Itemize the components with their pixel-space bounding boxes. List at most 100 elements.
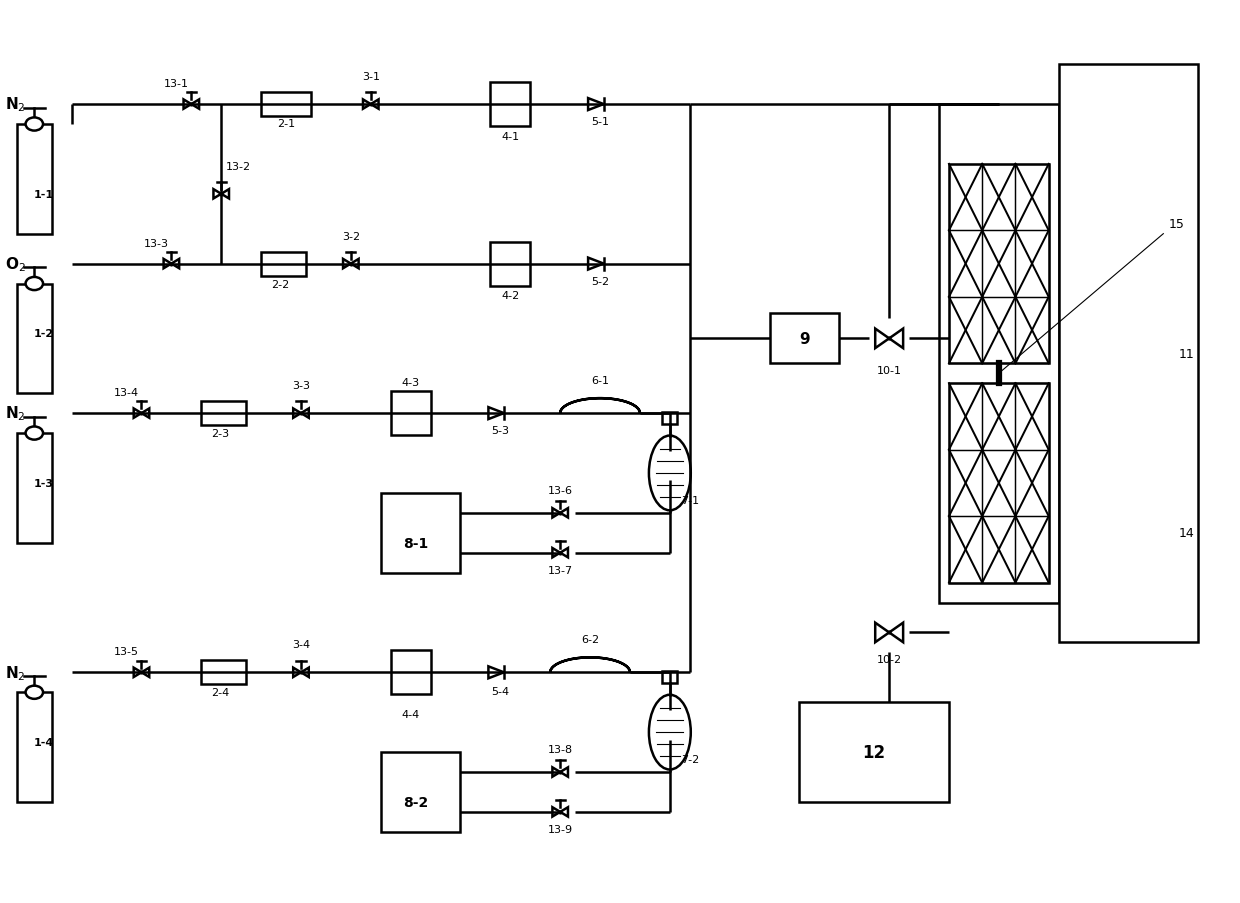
Text: 4-4: 4-4 [402, 710, 420, 720]
Bar [949, 451, 982, 517]
Text: 13-2: 13-2 [226, 162, 252, 172]
Text: 13-1: 13-1 [164, 79, 188, 89]
Ellipse shape [26, 118, 43, 132]
Text: 3-4: 3-4 [291, 639, 310, 649]
Text: 7-1: 7-1 [681, 495, 699, 506]
Bar [1016, 451, 1049, 517]
Bar [982, 231, 1016, 297]
Text: 13-9: 13-9 [548, 824, 573, 833]
Bar [982, 297, 1016, 364]
Polygon shape [588, 258, 604, 270]
Text: 7-2: 7-2 [681, 754, 699, 764]
Polygon shape [875, 623, 889, 643]
Text: 1-1: 1-1 [33, 190, 53, 200]
Bar [982, 451, 1016, 517]
Bar [17, 693, 52, 802]
Polygon shape [141, 409, 149, 418]
Polygon shape [134, 409, 141, 418]
Text: 5-1: 5-1 [591, 116, 609, 126]
Polygon shape [363, 100, 371, 109]
Polygon shape [560, 548, 568, 558]
Text: 10-2: 10-2 [877, 655, 901, 665]
Text: 13-8: 13-8 [548, 744, 573, 754]
Text: N$_2$: N$_2$ [5, 663, 26, 682]
Ellipse shape [26, 427, 43, 440]
Text: 13-3: 13-3 [144, 238, 169, 248]
Polygon shape [588, 99, 604, 111]
Bar [982, 384, 1016, 451]
Bar [201, 402, 247, 425]
Bar [949, 164, 982, 231]
Ellipse shape [26, 277, 43, 291]
Bar [800, 703, 949, 802]
Text: 3-3: 3-3 [291, 381, 310, 391]
Text: 13-6: 13-6 [548, 485, 573, 496]
Polygon shape [221, 190, 229, 200]
Bar [770, 314, 839, 364]
Polygon shape [164, 260, 171, 269]
Text: 4-2: 4-2 [501, 291, 520, 301]
Text: 2-4: 2-4 [211, 687, 229, 697]
Polygon shape [552, 768, 560, 777]
Text: 5-3: 5-3 [491, 425, 510, 435]
Bar [662, 671, 677, 683]
Polygon shape [293, 409, 301, 418]
Polygon shape [560, 807, 568, 816]
Polygon shape [552, 548, 560, 558]
Text: 13-5: 13-5 [114, 647, 139, 656]
Text: O$_2$: O$_2$ [5, 255, 26, 274]
Bar [17, 125, 52, 235]
Bar [949, 164, 1049, 364]
Bar [1016, 384, 1049, 451]
Bar [949, 297, 982, 364]
Bar [1016, 297, 1049, 364]
Text: 3-2: 3-2 [342, 231, 360, 241]
Bar [17, 284, 52, 394]
Text: 8-1: 8-1 [403, 536, 428, 550]
Polygon shape [552, 508, 560, 518]
Text: 4-1: 4-1 [501, 132, 520, 142]
Polygon shape [875, 330, 889, 349]
Text: 2-3: 2-3 [211, 429, 229, 439]
Polygon shape [213, 190, 221, 200]
Polygon shape [560, 399, 640, 414]
Text: 13-7: 13-7 [548, 565, 573, 575]
Polygon shape [489, 666, 503, 678]
Bar [262, 252, 306, 276]
Text: 1-2: 1-2 [33, 329, 53, 339]
Text: 1-3: 1-3 [33, 479, 53, 489]
Polygon shape [889, 623, 903, 643]
Text: 11: 11 [1178, 348, 1194, 360]
Bar [982, 517, 1016, 583]
Text: N$_2$: N$_2$ [5, 405, 26, 423]
Bar [17, 433, 52, 543]
Bar [1016, 164, 1049, 231]
Text: 13-4: 13-4 [114, 387, 139, 397]
Bar [490, 83, 531, 126]
Ellipse shape [26, 686, 43, 699]
Polygon shape [551, 657, 630, 673]
Bar [949, 384, 982, 451]
Polygon shape [301, 409, 309, 418]
Polygon shape [560, 508, 568, 518]
Bar [381, 493, 460, 573]
Polygon shape [301, 668, 309, 677]
Text: 5-2: 5-2 [591, 276, 609, 286]
Text: 2-1: 2-1 [277, 119, 295, 129]
Text: 6-1: 6-1 [591, 376, 609, 386]
Bar [949, 517, 982, 583]
Text: 12: 12 [863, 743, 885, 761]
Polygon shape [371, 100, 378, 109]
Polygon shape [141, 668, 149, 677]
Text: 5-4: 5-4 [491, 686, 510, 696]
Bar [1059, 65, 1198, 643]
Bar [662, 412, 677, 424]
Text: 4-3: 4-3 [402, 377, 419, 387]
Text: 8-2: 8-2 [403, 795, 428, 809]
Polygon shape [171, 260, 179, 269]
Polygon shape [184, 100, 191, 109]
Ellipse shape [649, 695, 691, 769]
Polygon shape [560, 768, 568, 777]
Text: 3-1: 3-1 [362, 72, 379, 82]
Bar [262, 93, 311, 116]
